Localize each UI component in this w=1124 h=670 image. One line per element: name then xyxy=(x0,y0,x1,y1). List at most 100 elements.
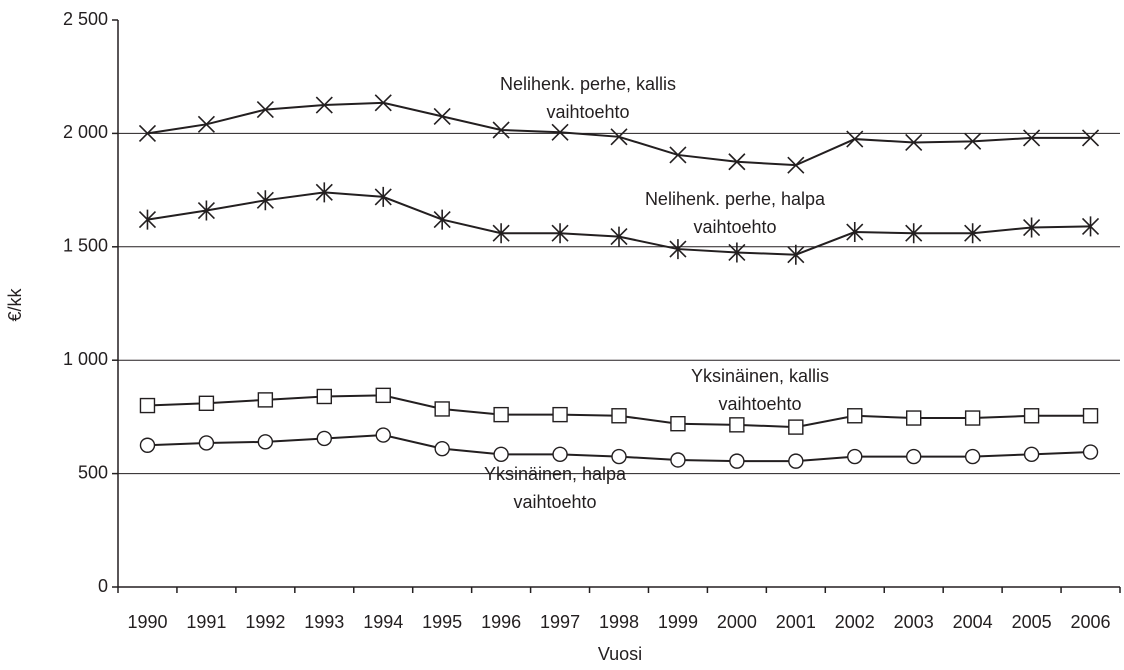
y-tick-label: 1 500 xyxy=(63,236,108,256)
marker xyxy=(847,408,863,424)
y-tick-label: 1 000 xyxy=(63,349,108,369)
x-tick-label: 1994 xyxy=(363,612,403,632)
series-label: Yksinäinen, kallis xyxy=(691,366,829,386)
marker xyxy=(138,124,157,142)
marker xyxy=(1081,129,1100,147)
x-tick-label: 1995 xyxy=(422,612,462,632)
series-label: vaihtoehto xyxy=(513,492,596,512)
x-tick-label: 2004 xyxy=(953,612,993,632)
marker xyxy=(374,186,392,207)
marker xyxy=(847,448,863,465)
marker xyxy=(610,128,628,146)
marker xyxy=(552,446,568,463)
marker xyxy=(906,410,922,426)
series-label: vaihtoehto xyxy=(546,102,629,122)
marker xyxy=(610,226,628,247)
series-label: Nelihenk. perhe, kallis xyxy=(500,74,676,94)
marker xyxy=(1023,129,1041,147)
marker xyxy=(611,408,627,424)
marker xyxy=(197,115,215,133)
marker xyxy=(846,222,864,243)
marker xyxy=(1081,216,1100,237)
x-tick-label: 2000 xyxy=(717,612,757,632)
x-tick-label: 1998 xyxy=(599,612,639,632)
x-tick-label: 1992 xyxy=(245,612,285,632)
marker xyxy=(905,133,923,152)
marker xyxy=(493,446,509,463)
marker xyxy=(905,223,923,244)
y-tick-label: 2 000 xyxy=(63,122,108,142)
series-label: vaihtoehto xyxy=(718,394,801,414)
marker xyxy=(1023,408,1040,424)
y-axis-label: €/kk xyxy=(5,287,25,321)
marker xyxy=(1082,444,1099,460)
series xyxy=(139,387,1099,435)
x-tick-label: 1991 xyxy=(186,612,226,632)
marker xyxy=(257,434,274,450)
marker xyxy=(433,107,451,125)
y-tick-label: 0 xyxy=(98,576,108,596)
x-axis-label: Vuosi xyxy=(598,644,642,664)
marker xyxy=(197,200,215,221)
marker xyxy=(611,448,627,465)
marker xyxy=(787,156,805,174)
marker xyxy=(669,239,687,260)
marker xyxy=(139,437,156,453)
x-tick-label: 2006 xyxy=(1071,612,1111,632)
x-tick-label: 2001 xyxy=(776,612,816,632)
marker xyxy=(433,209,451,230)
x-tick-label: 2005 xyxy=(1012,612,1052,632)
marker xyxy=(316,430,332,447)
series-label: Nelihenk. perhe, halpa xyxy=(645,189,826,209)
marker xyxy=(375,387,391,404)
x-tick-label: 2002 xyxy=(835,612,875,632)
marker xyxy=(316,388,332,405)
marker xyxy=(493,406,509,423)
x-tick-label: 1990 xyxy=(127,612,167,632)
x-tick-label: 1996 xyxy=(481,612,521,632)
marker xyxy=(846,130,864,148)
marker xyxy=(138,209,157,230)
marker xyxy=(1023,446,1040,463)
marker xyxy=(964,448,981,465)
marker xyxy=(787,244,805,265)
marker xyxy=(906,448,922,465)
series-label: Yksinäinen, halpa xyxy=(484,464,627,484)
marker xyxy=(670,416,686,432)
marker xyxy=(492,223,510,244)
marker xyxy=(256,101,274,119)
marker xyxy=(492,121,510,139)
marker xyxy=(1082,408,1099,424)
marker xyxy=(139,397,156,414)
marker xyxy=(315,182,333,203)
marker xyxy=(669,146,687,164)
marker xyxy=(198,395,215,411)
marker xyxy=(256,190,274,211)
x-tick-label: 1993 xyxy=(304,612,344,632)
marker xyxy=(374,94,392,112)
marker xyxy=(964,410,981,426)
marker xyxy=(728,153,746,171)
marker xyxy=(964,223,982,244)
marker xyxy=(964,132,982,150)
marker xyxy=(729,453,745,469)
marker xyxy=(257,392,274,408)
series xyxy=(138,94,1100,174)
y-tick-label: 500 xyxy=(78,462,108,482)
marker xyxy=(551,123,569,141)
marker xyxy=(670,452,686,468)
marker xyxy=(434,401,450,417)
marker xyxy=(551,223,569,244)
marker xyxy=(315,96,333,114)
x-tick-label: 1999 xyxy=(658,612,698,632)
x-tick-label: 2003 xyxy=(894,612,934,632)
marker xyxy=(1023,217,1041,238)
marker xyxy=(728,242,746,263)
x-tick-label: 1997 xyxy=(540,612,580,632)
y-tick-label: 2 500 xyxy=(63,9,108,29)
marker xyxy=(788,453,804,469)
marker xyxy=(552,406,568,423)
series xyxy=(138,182,1100,265)
marker xyxy=(788,419,804,435)
